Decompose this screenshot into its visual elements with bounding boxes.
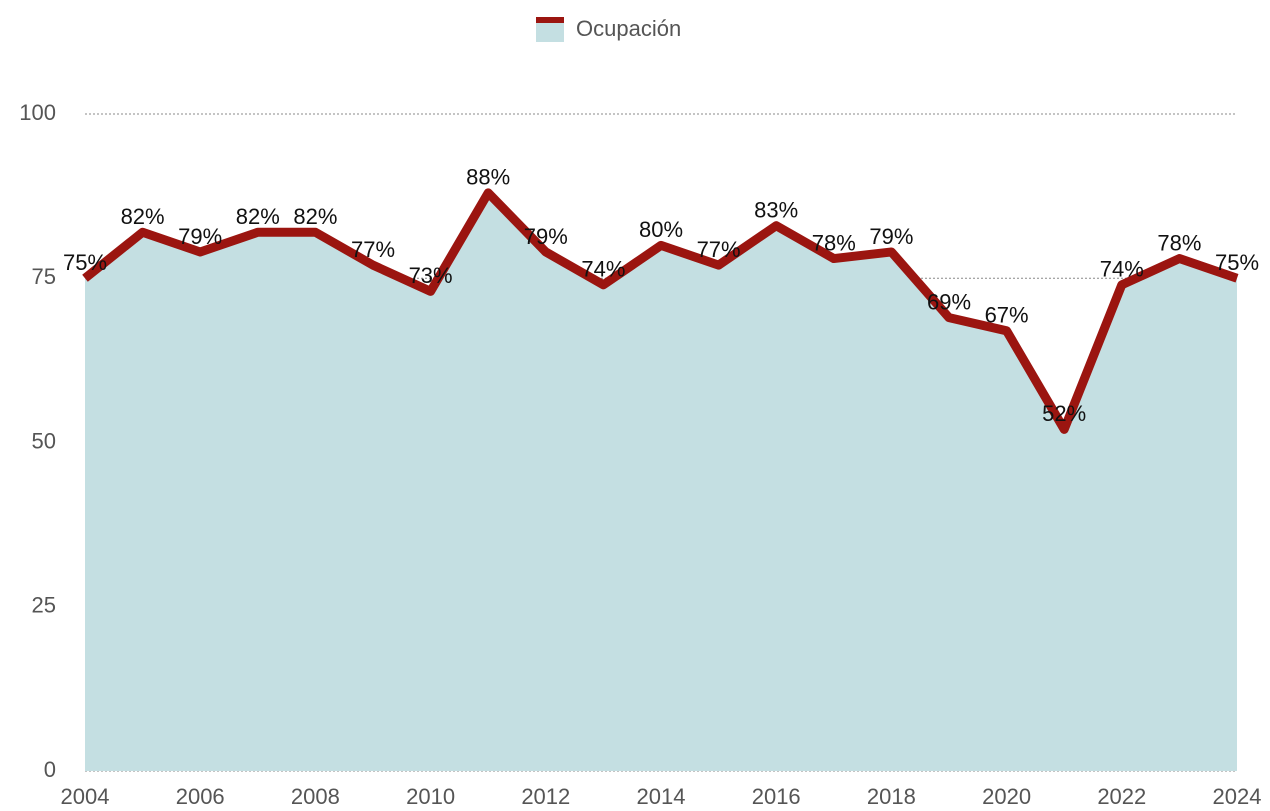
data-label: 67% (985, 303, 1029, 328)
y-tick-label: 50 (32, 428, 56, 453)
x-tick-label: 2004 (61, 784, 110, 809)
data-label: 52% (1042, 401, 1086, 426)
data-label: 74% (1100, 257, 1144, 282)
data-label: 78% (812, 230, 856, 255)
data-label: 80% (639, 217, 683, 242)
x-tick-label: 2016 (752, 784, 801, 809)
x-tick-label: 2014 (637, 784, 686, 809)
line (82, 188, 1239, 434)
x-tick-label: 2022 (1097, 784, 1146, 809)
data-label: 69% (927, 289, 971, 314)
data-label: 82% (121, 204, 165, 229)
data-label: 83% (754, 198, 798, 223)
data-label: 75% (63, 250, 107, 275)
x-tick-label: 2010 (406, 784, 455, 809)
area (85, 192, 1237, 772)
data-label: 73% (409, 263, 453, 288)
y-tick-label: 25 (32, 593, 56, 618)
data-label: 82% (236, 204, 280, 229)
data-label: 77% (351, 237, 395, 262)
data-label: 82% (293, 204, 337, 229)
legend-line (536, 17, 564, 23)
legend-swatch (536, 22, 564, 42)
legend-label: Ocupación (576, 16, 681, 41)
x-tick-label: 2006 (176, 784, 225, 809)
data-label: 88% (466, 165, 510, 190)
data-label: 74% (581, 257, 625, 282)
x-tick-label: 2024 (1213, 784, 1262, 809)
x-tick-label: 2012 (521, 784, 570, 809)
data-label: 79% (178, 224, 222, 249)
data-label: 78% (1157, 230, 1201, 255)
y-tick-label: 0 (44, 757, 56, 782)
data-label: 75% (1215, 250, 1259, 275)
y-tick-label: 75 (32, 264, 56, 289)
y-tick-label: 100 (19, 100, 56, 125)
x-tick-label: 2008 (291, 784, 340, 809)
data-label: 79% (524, 224, 568, 249)
data-label: 79% (869, 224, 913, 249)
x-tick-label: 2020 (982, 784, 1031, 809)
data-label: 77% (697, 237, 741, 262)
x-tick-label: 2018 (867, 784, 916, 809)
